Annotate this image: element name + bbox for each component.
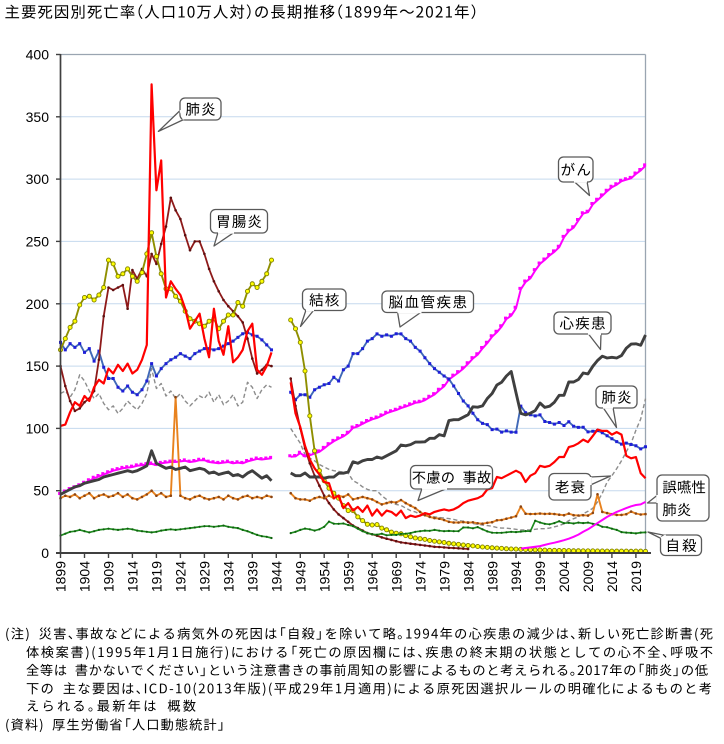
svg-text:1929: 1929 <box>197 561 213 592</box>
svg-text:100: 100 <box>26 420 50 436</box>
svg-text:1954: 1954 <box>316 561 332 592</box>
svg-text:1979: 1979 <box>436 561 452 592</box>
svg-text:1974: 1974 <box>412 561 428 592</box>
svg-text:250: 250 <box>26 233 50 249</box>
svg-text:1999: 1999 <box>532 561 548 592</box>
svg-text:1934: 1934 <box>221 561 237 592</box>
svg-text:1904: 1904 <box>77 561 93 592</box>
svg-text:1984: 1984 <box>460 561 476 592</box>
svg-text:2019: 2019 <box>628 561 644 592</box>
svg-text:2009: 2009 <box>580 561 596 592</box>
svg-text:1959: 1959 <box>340 561 356 592</box>
svg-text:1989: 1989 <box>484 561 500 592</box>
svg-text:1994: 1994 <box>508 561 524 592</box>
svg-text:1909: 1909 <box>101 561 117 592</box>
svg-text:300: 300 <box>26 171 50 187</box>
svg-text:1919: 1919 <box>149 561 165 592</box>
svg-text:50: 50 <box>33 483 49 499</box>
svg-text:0: 0 <box>41 545 49 561</box>
svg-text:1969: 1969 <box>388 561 404 592</box>
svg-text:1924: 1924 <box>173 561 189 592</box>
svg-text:400: 400 <box>26 47 50 63</box>
svg-text:1964: 1964 <box>364 561 380 592</box>
svg-text:1949: 1949 <box>293 561 309 592</box>
svg-text:2004: 2004 <box>556 561 572 592</box>
svg-text:1944: 1944 <box>269 561 285 592</box>
svg-text:1914: 1914 <box>125 561 141 592</box>
svg-text:2014: 2014 <box>604 561 620 592</box>
svg-text:200: 200 <box>26 296 50 312</box>
svg-text:1939: 1939 <box>245 561 261 592</box>
svg-text:150: 150 <box>26 358 50 374</box>
svg-text:1899: 1899 <box>53 561 69 592</box>
svg-text:350: 350 <box>26 109 50 125</box>
